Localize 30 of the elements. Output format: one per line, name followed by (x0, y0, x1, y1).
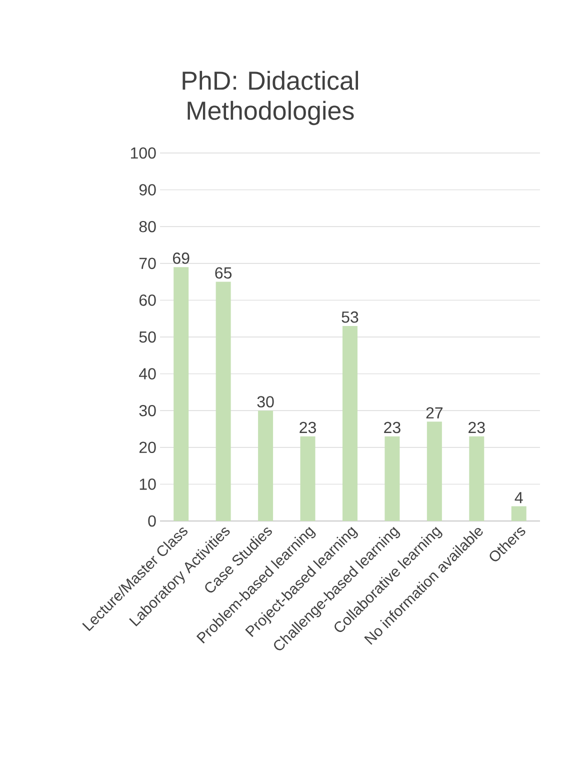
data-label: 65 (215, 267, 232, 279)
y-tick-label: 100 (130, 147, 156, 159)
data-label: 69 (173, 252, 190, 264)
chart-title: PhD: Didactical Methodologies (182, 70, 358, 126)
y-tick-label: 60 (139, 294, 156, 306)
y-tick-label: 90 (139, 184, 156, 196)
y-tick-label: 10 (140, 478, 156, 490)
bar (342, 326, 358, 521)
bar (384, 436, 400, 521)
data-label: 53 (342, 311, 358, 323)
bar (469, 436, 484, 521)
y-tick-label: 30 (139, 404, 156, 416)
bar (174, 267, 189, 521)
data-label: 23 (468, 422, 485, 434)
bar (258, 410, 274, 521)
y-tick-label: 40 (139, 368, 156, 380)
y-tick-label: 80 (139, 220, 156, 232)
y-tick-label: 20 (139, 442, 156, 454)
data-label: 23 (300, 422, 316, 434)
bar (426, 422, 442, 521)
y-tick-label: 0 (148, 515, 156, 527)
y-tick-label: 70 (139, 258, 156, 270)
data-label: 4 (514, 492, 523, 504)
data-label: 23 (384, 422, 400, 434)
y-tick-label: 50 (139, 331, 156, 343)
data-label: 27 (426, 407, 443, 418)
bar (300, 436, 316, 521)
data-label: 30 (257, 396, 274, 408)
bar (216, 282, 231, 521)
bar (511, 506, 526, 521)
